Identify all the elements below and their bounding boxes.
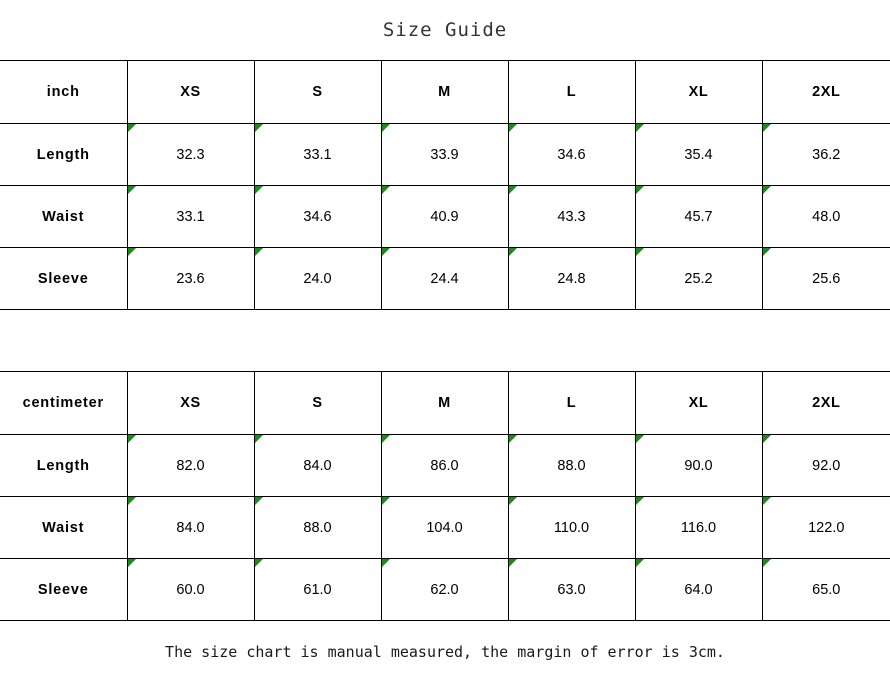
table-row: Waist 33.1 34.6 40.9 43.3 45.7 48.0: [0, 186, 890, 248]
cell-inch-length-2xl: 36.2: [762, 124, 890, 186]
cell-inch-waist-s: 34.6: [254, 186, 381, 248]
size-header-cm-xs: XS: [127, 372, 254, 435]
cell-cm-sleeve-xl: 64.0: [635, 559, 762, 621]
cell-cm-waist-2xl: 122.0: [762, 497, 890, 559]
header-row-centimeter: centimeter XS S M L XL 2XL: [0, 372, 890, 435]
cell-cm-length-s: 84.0: [254, 435, 381, 497]
cell-cm-waist-s: 88.0: [254, 497, 381, 559]
cell-cm-waist-xs: 84.0: [127, 497, 254, 559]
cell-cm-length-xs: 82.0: [127, 435, 254, 497]
page-title: Size Guide: [0, 0, 890, 61]
size-header-cm-m: M: [381, 372, 508, 435]
cell-inch-waist-l: 43.3: [508, 186, 635, 248]
size-header-l: L: [508, 61, 635, 124]
measurement-disclaimer: The size chart is manual measured, the m…: [0, 621, 890, 682]
table-row: Waist 84.0 88.0 104.0 110.0 116.0 122.0: [0, 497, 890, 559]
row-label-sleeve: Sleeve: [0, 248, 127, 310]
cell-cm-sleeve-s: 61.0: [254, 559, 381, 621]
cell-cm-sleeve-2xl: 65.0: [762, 559, 890, 621]
cell-cm-length-xl: 90.0: [635, 435, 762, 497]
table-row: Length 32.3 33.1 33.9 34.6 35.4 36.2: [0, 124, 890, 186]
cell-inch-length-xl: 35.4: [635, 124, 762, 186]
cell-inch-length-l: 34.6: [508, 124, 635, 186]
size-header-cm-xl: XL: [635, 372, 762, 435]
size-header-cm-l: L: [508, 372, 635, 435]
cell-cm-length-m: 86.0: [381, 435, 508, 497]
cell-cm-waist-m: 104.0: [381, 497, 508, 559]
cell-inch-length-xs: 32.3: [127, 124, 254, 186]
cell-cm-waist-xl: 116.0: [635, 497, 762, 559]
cell-inch-sleeve-xl: 25.2: [635, 248, 762, 310]
cell-inch-waist-xs: 33.1: [127, 186, 254, 248]
spacer-row: [0, 310, 890, 372]
spacer-cell: [0, 310, 890, 372]
size-header-cm-2xl: 2XL: [762, 372, 890, 435]
cell-inch-sleeve-2xl: 25.6: [762, 248, 890, 310]
cell-inch-sleeve-xs: 23.6: [127, 248, 254, 310]
size-header-xs: XS: [127, 61, 254, 124]
row-label-cm-waist: Waist: [0, 497, 127, 559]
table-row: Length 82.0 84.0 86.0 88.0 90.0 92.0: [0, 435, 890, 497]
size-header-m: M: [381, 61, 508, 124]
cell-inch-sleeve-s: 24.0: [254, 248, 381, 310]
size-header-2xl: 2XL: [762, 61, 890, 124]
cell-inch-waist-xl: 45.7: [635, 186, 762, 248]
row-label-length: Length: [0, 124, 127, 186]
unit-label-centimeter: centimeter: [0, 372, 127, 435]
size-header-xl: XL: [635, 61, 762, 124]
cell-cm-sleeve-xs: 60.0: [127, 559, 254, 621]
cell-cm-length-2xl: 92.0: [762, 435, 890, 497]
row-label-cm-sleeve: Sleeve: [0, 559, 127, 621]
size-header-cm-s: S: [254, 372, 381, 435]
cell-inch-sleeve-m: 24.4: [381, 248, 508, 310]
cell-inch-length-m: 33.9: [381, 124, 508, 186]
unit-label-inch: inch: [0, 61, 127, 124]
cell-cm-sleeve-l: 63.0: [508, 559, 635, 621]
cell-cm-length-l: 88.0: [508, 435, 635, 497]
cell-inch-waist-2xl: 48.0: [762, 186, 890, 248]
row-label-waist: Waist: [0, 186, 127, 248]
cell-cm-waist-l: 110.0: [508, 497, 635, 559]
footer-row: The size chart is manual measured, the m…: [0, 621, 890, 682]
cell-inch-length-s: 33.1: [254, 124, 381, 186]
cell-inch-sleeve-l: 24.8: [508, 248, 635, 310]
title-row: Size Guide: [0, 0, 890, 61]
table-row: Sleeve 60.0 61.0 62.0 63.0 64.0 65.0: [0, 559, 890, 621]
size-header-s: S: [254, 61, 381, 124]
cell-inch-waist-m: 40.9: [381, 186, 508, 248]
table-row: Sleeve 23.6 24.0 24.4 24.8 25.2 25.6: [0, 248, 890, 310]
header-row-inch: inch XS S M L XL 2XL: [0, 61, 890, 124]
cell-cm-sleeve-m: 62.0: [381, 559, 508, 621]
row-label-cm-length: Length: [0, 435, 127, 497]
